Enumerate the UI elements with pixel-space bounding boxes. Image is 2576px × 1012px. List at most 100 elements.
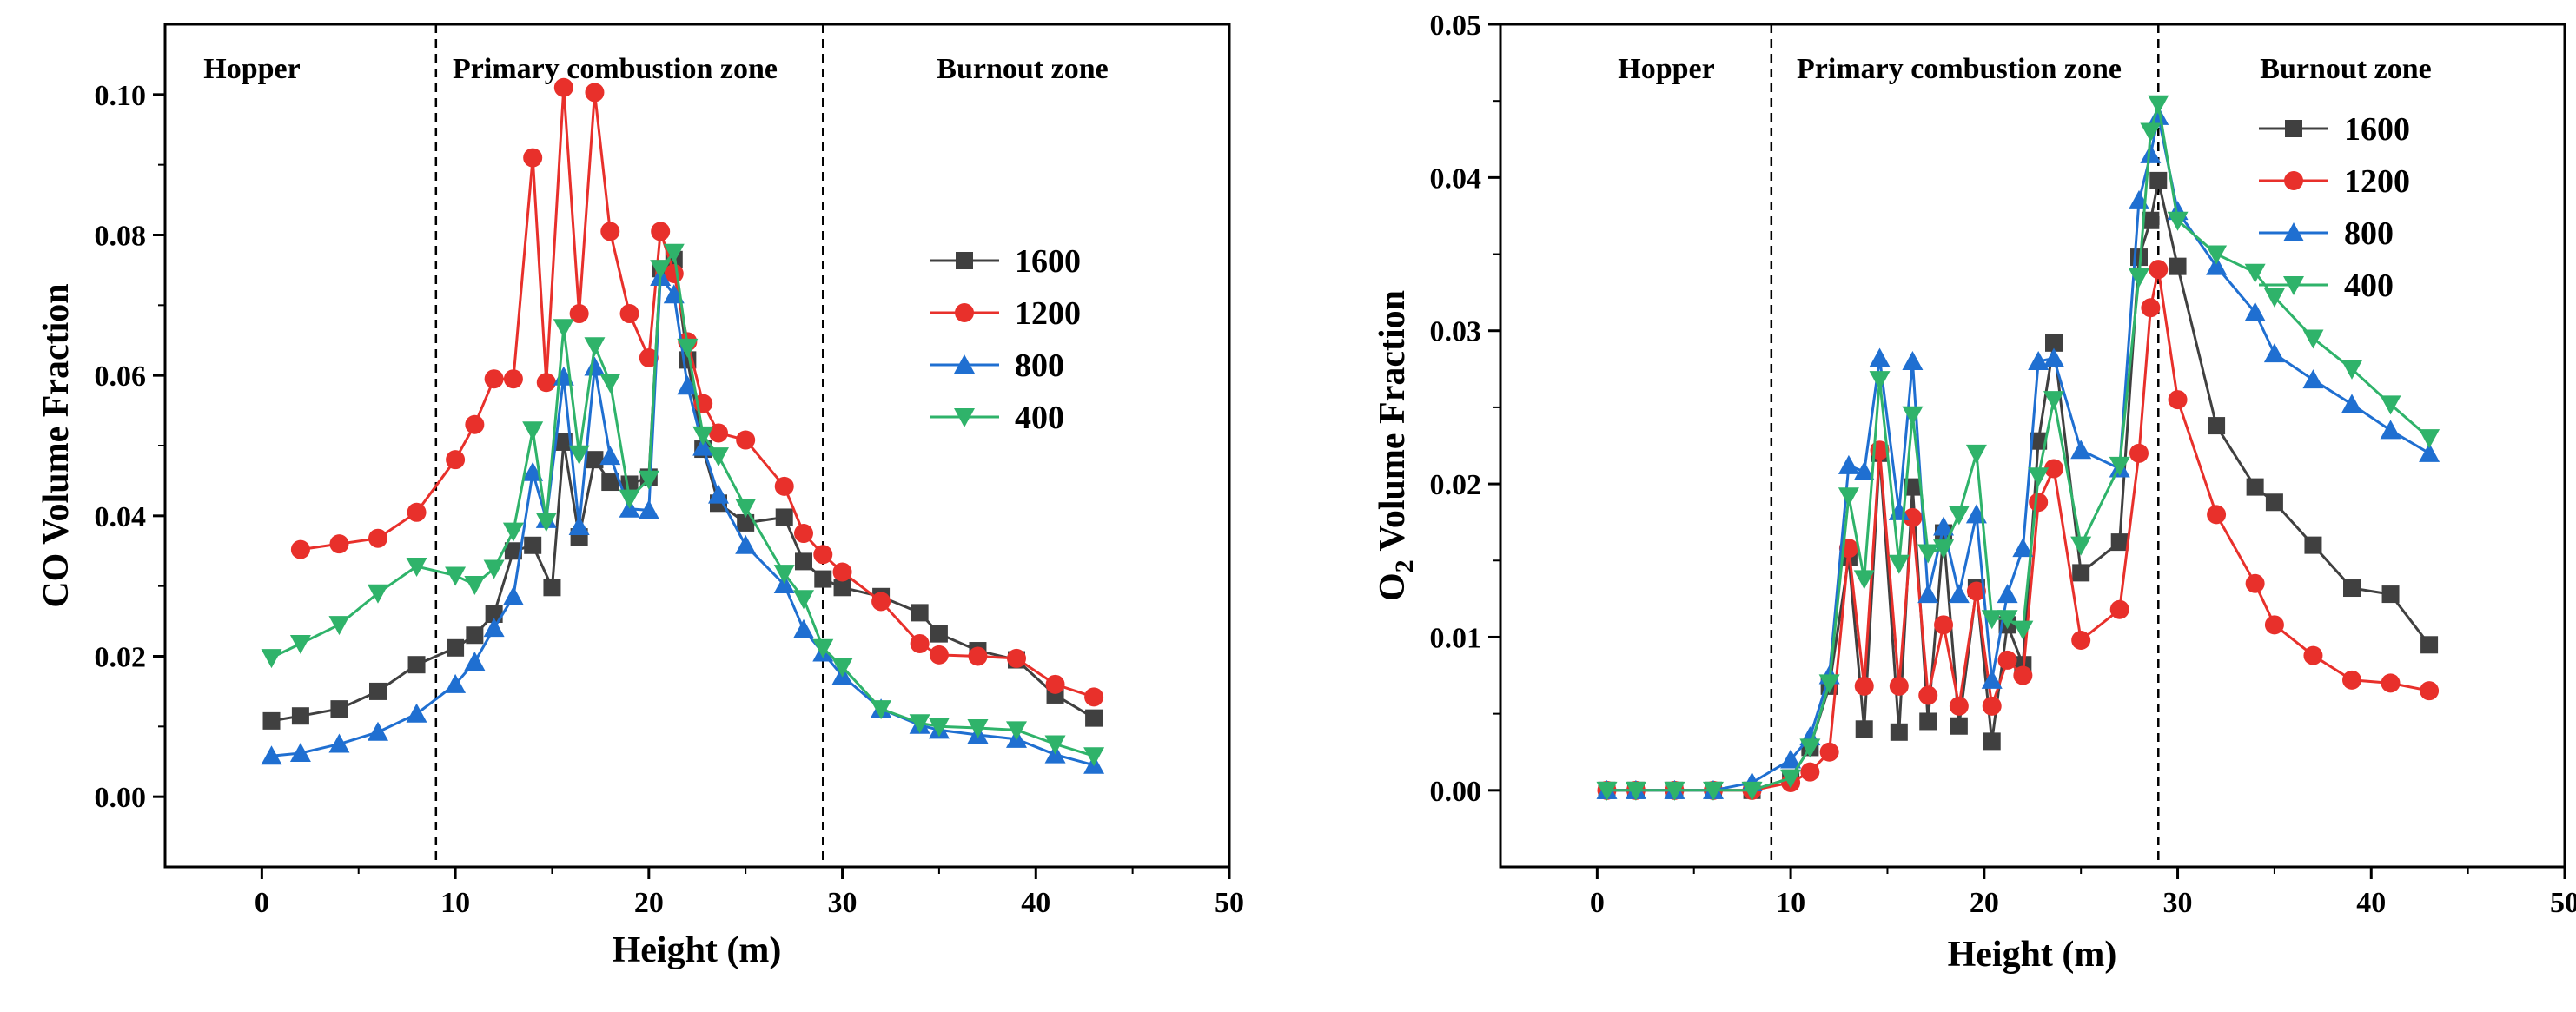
y-tick-label: 0.01 [1430, 622, 1482, 654]
data-point-1600 [291, 707, 309, 725]
y-tick-label: 0.04 [1430, 162, 1482, 195]
data-point-1600 [795, 552, 812, 571]
o2-plot-frame [1499, 23, 2566, 869]
legend-item-1200: 1200 [930, 295, 1081, 332]
data-point-800 [584, 356, 606, 376]
series-line-800 [1606, 116, 2430, 792]
data-point-1200 [2129, 443, 2149, 463]
data-point-1200 [290, 539, 310, 559]
data-point-1600 [586, 451, 604, 469]
data-point-1600 [1085, 709, 1103, 727]
data-point-1200 [2245, 573, 2265, 593]
o2-zone-lines [1770, 24, 2160, 867]
data-point-1200 [619, 304, 639, 324]
o2-legend: 1600 1200 800 400 [2259, 111, 2410, 304]
legend-item-1600: 1600 [2259, 111, 2410, 148]
data-point-800 [793, 618, 814, 638]
legend-label: 400 [2344, 268, 2394, 304]
data-point-400 [1664, 781, 1685, 801]
data-point-800 [2419, 442, 2440, 462]
legend-marker [2283, 276, 2304, 295]
legend-marker [2283, 222, 2304, 241]
co-zone-primary: Primary combustion zone [453, 53, 778, 85]
legend-marker [956, 252, 973, 269]
legend-marker [955, 303, 974, 322]
legend-marker [954, 354, 975, 374]
data-point-1200 [2029, 493, 2049, 513]
data-point-400 [2043, 391, 2064, 411]
data-point-800 [2302, 369, 2324, 389]
data-point-800 [522, 461, 544, 481]
data-point-1200 [2342, 670, 2361, 690]
data-point-800 [2012, 538, 2034, 558]
legend-item-1200: 1200 [2259, 163, 2410, 200]
data-point-400 [261, 649, 282, 669]
data-point-400 [2070, 536, 2092, 556]
data-point-1200 [2207, 505, 2227, 525]
y-tick-label: 0.06 [95, 360, 147, 393]
data-point-1200 [503, 369, 523, 389]
data-point-800 [663, 284, 685, 304]
data-point-400 [2419, 429, 2440, 449]
data-point-1200 [553, 77, 573, 97]
data-point-1600 [554, 433, 573, 451]
data-point-400 [831, 658, 853, 678]
y-tick-label: 0.04 [95, 501, 147, 533]
data-point-1200 [1997, 650, 2017, 670]
data-point-400 [1948, 506, 1970, 526]
data-point-400 [535, 513, 557, 532]
data-point-400 [406, 558, 427, 578]
data-point-1600 [330, 700, 348, 718]
y-tick-label: 0.02 [95, 642, 147, 674]
data-point-400 [2302, 329, 2324, 349]
data-point-1200 [2303, 645, 2323, 665]
data-point-400 [1703, 781, 1724, 801]
x-tick-label: 30 [2163, 887, 2193, 919]
data-point-1600 [814, 570, 832, 588]
legend-item-400: 400 [930, 400, 1064, 436]
data-point-1600 [1950, 717, 1968, 735]
data-point-800 [1869, 347, 1891, 367]
data-point-800 [2244, 301, 2266, 321]
data-point-1200 [465, 414, 485, 434]
o2-series [1596, 95, 2440, 801]
legend-item-800: 800 [2259, 215, 2394, 252]
legend-label: 1600 [2344, 111, 2410, 148]
series-line-1600 [1606, 180, 2431, 792]
legend-marker [954, 408, 975, 427]
data-point-1200 [1045, 674, 1065, 694]
legend-label: 1600 [1015, 243, 1081, 280]
data-point-1200 [2071, 630, 2091, 650]
data-point-800 [1981, 669, 2003, 689]
data-point-400 [650, 260, 672, 280]
data-point-1200 [523, 148, 543, 168]
data-point-1600 [2030, 432, 2048, 450]
data-point-1200 [329, 534, 349, 554]
data-point-1200 [1934, 615, 1954, 635]
data-point-400 [1780, 769, 1802, 789]
legend-label: 400 [1015, 400, 1064, 436]
data-point-800 [1997, 584, 2018, 604]
data-point-400 [1888, 554, 1910, 574]
data-point-400 [663, 243, 685, 263]
data-point-800 [1917, 584, 1939, 604]
x-tick-label: 20 [634, 887, 664, 919]
co-series [261, 77, 1105, 774]
data-point-1600 [466, 626, 484, 645]
x-tick-label: 0 [1590, 887, 1605, 919]
data-point-400 [735, 499, 757, 519]
data-point-800 [2206, 255, 2228, 275]
data-point-400 [2129, 268, 2149, 288]
data-point-800 [445, 673, 467, 693]
data-point-400 [2148, 95, 2169, 115]
data-point-800 [677, 375, 699, 395]
data-point-400 [1818, 674, 1840, 694]
o2-chart: Height (m) O2 Volume Fraction Hopper Pri… [1373, 10, 2576, 975]
data-point-400 [871, 700, 892, 720]
data-point-1600 [2343, 579, 2361, 598]
data-point-800 [1780, 749, 1802, 769]
data-point-400 [522, 421, 544, 441]
data-point-400 [1596, 781, 1618, 801]
data-point-1200 [1949, 696, 1969, 716]
